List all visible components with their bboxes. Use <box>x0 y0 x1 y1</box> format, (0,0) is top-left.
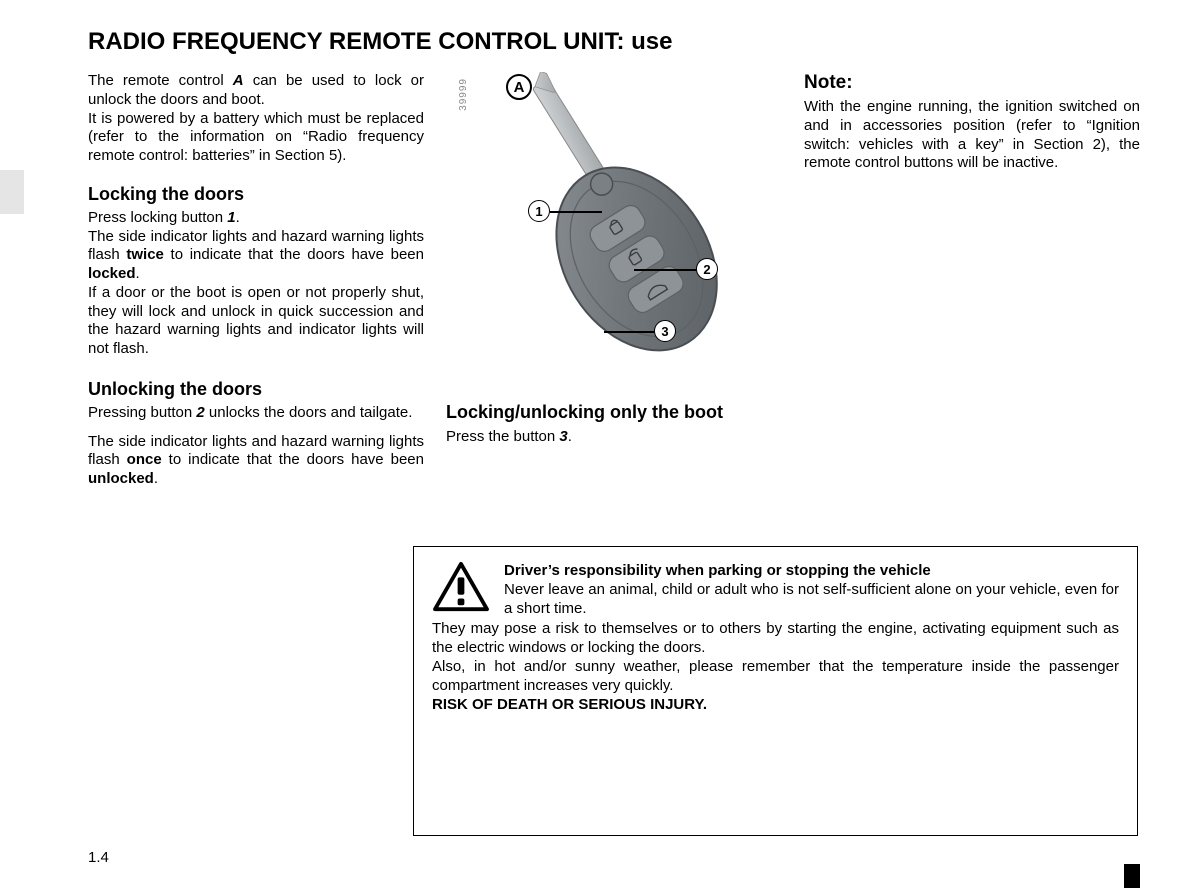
warning-box: Driver’s responsibility when parking or … <box>413 546 1138 836</box>
boot-p-c: . <box>568 428 572 445</box>
unlock-p2-b: once <box>127 451 162 468</box>
warning-risk: RISK OF DEATH OR SERIOUS INJURY. <box>432 696 707 713</box>
unlock-p2-e: . <box>154 470 158 487</box>
image-number: 39999 <box>458 78 469 111</box>
callout-2: 2 <box>696 258 718 280</box>
column-middle: 39999 A <box>446 72 782 489</box>
callout-1: 1 <box>528 200 550 222</box>
lock-p2-d: locked <box>88 265 136 282</box>
boot-paragraph: Press the button 3. <box>446 428 782 447</box>
content-columns: The remote control A can be used to lock… <box>88 72 1140 489</box>
locking-p1: Press locking button 1. <box>88 209 424 228</box>
section-tab <box>0 170 24 214</box>
leader-1 <box>550 211 602 213</box>
boot-p-b: 3 <box>559 428 567 445</box>
unlocking-p2: The side indicator lights and hazard war… <box>88 433 424 489</box>
note-paragraph: With the engine running, the ignition sw… <box>804 98 1140 173</box>
intro-paragraph-1: The remote control A can be used to lock… <box>88 72 424 110</box>
warning-title: Driver’s responsibility when parking or … <box>504 562 931 579</box>
column-left: The remote control A can be used to lock… <box>88 72 424 489</box>
unlock-p2-c: to indicate that the doors have been <box>162 451 424 468</box>
leader-2 <box>634 269 696 271</box>
unlock-p1-b: 2 <box>196 404 204 421</box>
column-right: Note: With the engine running, the ignit… <box>804 72 1140 489</box>
locking-p2: The side indicator lights and hazard war… <box>88 228 424 284</box>
keyfob-illustration <box>476 72 776 392</box>
lock-p1-b: 1 <box>227 209 235 226</box>
boot-heading: Locking/unlocking only the boot <box>446 402 782 424</box>
lock-p2-b: twice <box>126 246 164 263</box>
lock-p2-e: . <box>136 265 140 282</box>
note-heading: Note: <box>804 72 1140 94</box>
unlock-p2-d: unlocked <box>88 470 154 487</box>
lock-p1-c: . <box>236 209 240 226</box>
intro-text: The remote control <box>88 72 233 89</box>
page-title: RADIO FREQUENCY REMOTE CONTROL UNIT: use <box>88 28 1140 56</box>
unlock-p1-c: unlocks the doors and tailgate. <box>205 404 413 421</box>
intro-paragraph-2: It is powered by a battery which must be… <box>88 110 424 166</box>
lock-p2-c: to indicate that the doors have been <box>164 246 424 263</box>
warning-p3: Also, in hot and/or sunny weather, pleas… <box>432 658 1119 694</box>
keyfob-figure: 39999 A <box>446 72 782 392</box>
warning-content: Driver’s responsibility when parking or … <box>432 561 1119 715</box>
locking-p3: If a door or the boot is open or not pro… <box>88 284 424 359</box>
leader-3 <box>604 331 654 333</box>
unlock-p1-a: Pressing button <box>88 404 196 421</box>
boot-p-a: Press the button <box>446 428 559 445</box>
warning-p2: They may pose a risk to themselves or to… <box>432 620 1119 656</box>
corner-crop-mark <box>1124 864 1140 888</box>
lock-p1-a: Press locking button <box>88 209 227 226</box>
unlocking-heading: Unlocking the doors <box>88 379 424 400</box>
warning-icon <box>432 561 490 613</box>
callout-3: 3 <box>654 320 676 342</box>
unlocking-p1: Pressing button 2 unlocks the doors and … <box>88 404 424 423</box>
warning-p1: Never leave an animal, child or adult wh… <box>504 581 1119 617</box>
intro-a-label: A <box>233 72 244 89</box>
locking-heading: Locking the doors <box>88 184 424 205</box>
page-number: 1.4 <box>88 849 109 866</box>
